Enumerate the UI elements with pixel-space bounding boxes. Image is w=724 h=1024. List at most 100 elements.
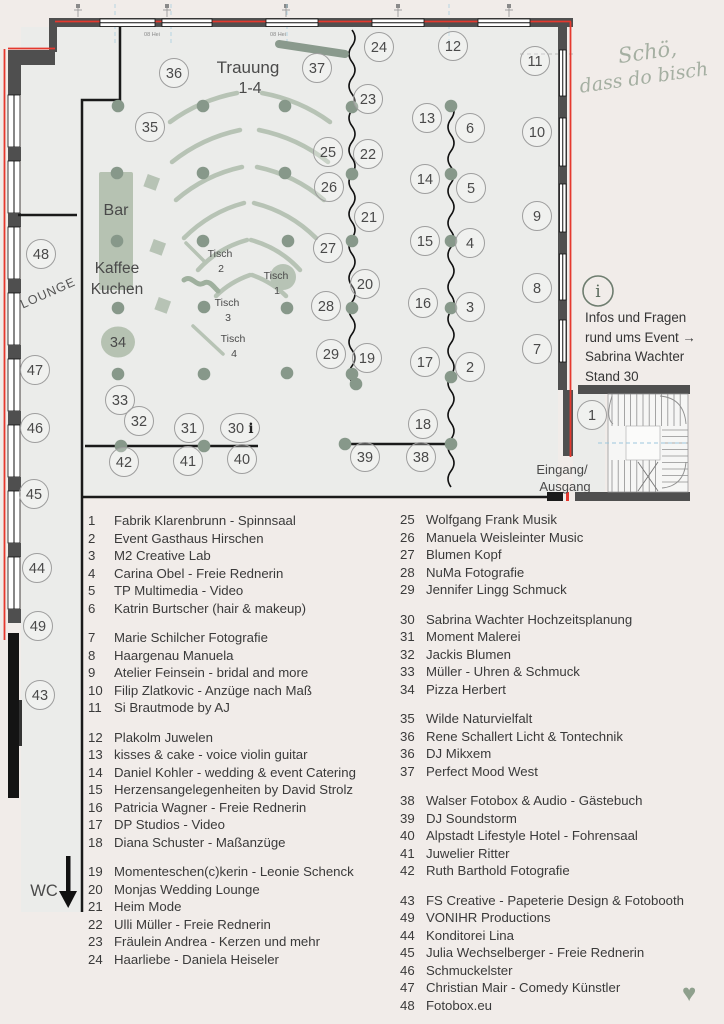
interior-walls [18, 27, 547, 912]
legend-item: 34 Pizza Herbert [400, 681, 710, 699]
svg-text:44: 44 [29, 561, 45, 577]
column-dot [444, 167, 458, 181]
legend-item-number: 27 [400, 547, 415, 562]
column-dot [111, 99, 125, 113]
column-dot [280, 301, 294, 315]
legend-item: 42 Ruth Barthold Fotografie [400, 862, 710, 880]
svg-text:7: 7 [533, 342, 541, 358]
svg-text:37: 37 [309, 61, 325, 77]
stand-marker-15: 15 [410, 226, 440, 256]
svg-text:16: 16 [415, 296, 431, 312]
svg-text:48: 48 [33, 247, 49, 263]
legend-item-number: 9 [88, 665, 96, 680]
legend-item: 6 Katrin Burtscher (hair & makeup) [88, 600, 388, 618]
legend-item-name: Marie Schilcher Fotografie [114, 630, 268, 645]
table-labels: Tisch 2 Tisch 3 Tisch 1 Tisch 4 [208, 248, 289, 360]
windows [7, 18, 567, 623]
legend-item: 28 NuMa Fotografie [400, 564, 710, 582]
legend-item: 3 M2 Creative Lab [88, 547, 388, 565]
legend-item-name: TP Multimedia - Video [114, 583, 244, 598]
column-dot [444, 301, 458, 315]
svg-text:20: 20 [357, 277, 373, 293]
svg-text:24: 24 [371, 40, 387, 56]
stand-marker-7: 7 [522, 334, 552, 364]
legend-item-name: Pizza Herbert [426, 681, 506, 697]
legend-group: 43 FS Creative - Papeterie Design & Fotob… [400, 892, 710, 1015]
tisch-label-2: Tisch 2 [208, 248, 233, 275]
legend-item: 16 Patricia Wagner - Freie Rednerin [88, 799, 388, 817]
svg-text:Tisch: Tisch [221, 333, 246, 345]
legend-item: 27 Blumen Kopf [400, 546, 710, 564]
column-dot [196, 99, 210, 113]
legend-item-name: Patricia Wagner - Freie Rednerin [114, 799, 307, 815]
legend-item-number: 2 [88, 530, 96, 546]
legend-group: 25 Wolfgang Frank Musik 26 Manuela Weislein… [400, 511, 710, 599]
kuchen-label: Kuchen [91, 281, 144, 298]
legend-item: 43 FS Creative - Papeterie Design & Fotob… [400, 892, 710, 910]
svg-text:38: 38 [413, 450, 429, 466]
legend-item: 35 Wilde Naturvielfalt [400, 710, 710, 728]
legend-group: 38 Walser Fotobox & Audio - Gästebuch 39 DJ… [400, 792, 710, 880]
svg-text:21: 21 [361, 210, 377, 226]
stand-marker-42: 42 [109, 447, 139, 477]
legend-item: 8 Haargenau Manuela [88, 647, 388, 665]
legend-item-number: 45 [400, 945, 415, 960]
column-dot [197, 367, 211, 381]
staircase [598, 393, 689, 493]
legend-item: 17 DP Studios - Video [88, 816, 388, 834]
svg-text:46: 46 [27, 421, 43, 437]
stand-marker-33: 33 [105, 385, 135, 415]
legend-item-number: 24 [88, 951, 103, 967]
column-dot [278, 99, 292, 113]
stand-marker-34: 34 [101, 326, 135, 358]
legend-item-number: 14 [88, 764, 103, 780]
legend-item: 7 Marie Schilcher Fotografie [88, 629, 388, 647]
svg-text:2: 2 [218, 263, 224, 275]
legend-item-number: 49 [400, 910, 415, 925]
stand-marker-9: 9 [522, 201, 552, 231]
svg-text:Tisch: Tisch [208, 248, 233, 260]
legend-item-number: 30 [400, 611, 415, 627]
stand-marker-47: 47 [20, 355, 50, 385]
stand-marker-23: 23 [353, 84, 383, 114]
legend-item: 41 Juwelier Ritter [400, 845, 710, 863]
legend-item-name: Event Gasthaus Hirschen [114, 530, 264, 546]
curtain-lines [348, 29, 455, 488]
legend-item: 9 Atelier Feinsein - bridal and more [88, 664, 388, 682]
legend-item: 10 Filip Zlatkovic - Anzüge nach Maß [88, 682, 388, 700]
legend-item-number: 16 [88, 799, 103, 815]
legend-item-number: 18 [88, 834, 103, 850]
stand-marker-13: 13 [412, 103, 442, 133]
stand-marker-21: 21 [354, 202, 384, 232]
svg-text:25: 25 [320, 145, 336, 161]
svg-text:12: 12 [445, 39, 461, 55]
svg-text:28: 28 [318, 299, 334, 315]
trauung-label: Trauung [217, 58, 280, 77]
legend-item-name: Momenteschen(c)kerin - Leonie Schenck [114, 864, 354, 879]
legend-item-number: 42 [400, 863, 415, 878]
legend-item-name: FS Creative - Papeterie Design & Fotoboo… [426, 892, 685, 908]
stand-marker-44: 44 [22, 553, 52, 583]
legend-item-name: Konditorei Lina [426, 927, 514, 943]
column-dot [197, 439, 211, 453]
legend-item-number: 41 [400, 845, 415, 861]
legend-item: 47 Christian Mair - Comedy Künstler [400, 979, 710, 997]
legend-item: 21 Heim Mode [88, 898, 388, 916]
legend-item-name: Walser Fotobox & Audio - Gästebuch [426, 793, 643, 808]
legend-item-name: Jennifer Lingg Schmuck [426, 582, 567, 597]
legend-item-name: Alpstadt Lifestyle Hotel - Fohrensaal [426, 828, 638, 843]
legend-item-number: 36 [400, 728, 415, 744]
legend-item-number: 35 [400, 711, 415, 726]
stand-marker-25: 25 [313, 137, 343, 167]
svg-text:i: i [595, 282, 601, 302]
svg-text:27: 27 [320, 241, 336, 257]
legend-item: 44 Konditorei Lina [400, 927, 710, 945]
svg-text:13: 13 [419, 111, 435, 127]
legend-item-number: 46 [400, 962, 415, 978]
legend-item-number: 25 [400, 512, 415, 527]
svg-text:4: 4 [466, 236, 474, 252]
column-dot [196, 234, 210, 248]
